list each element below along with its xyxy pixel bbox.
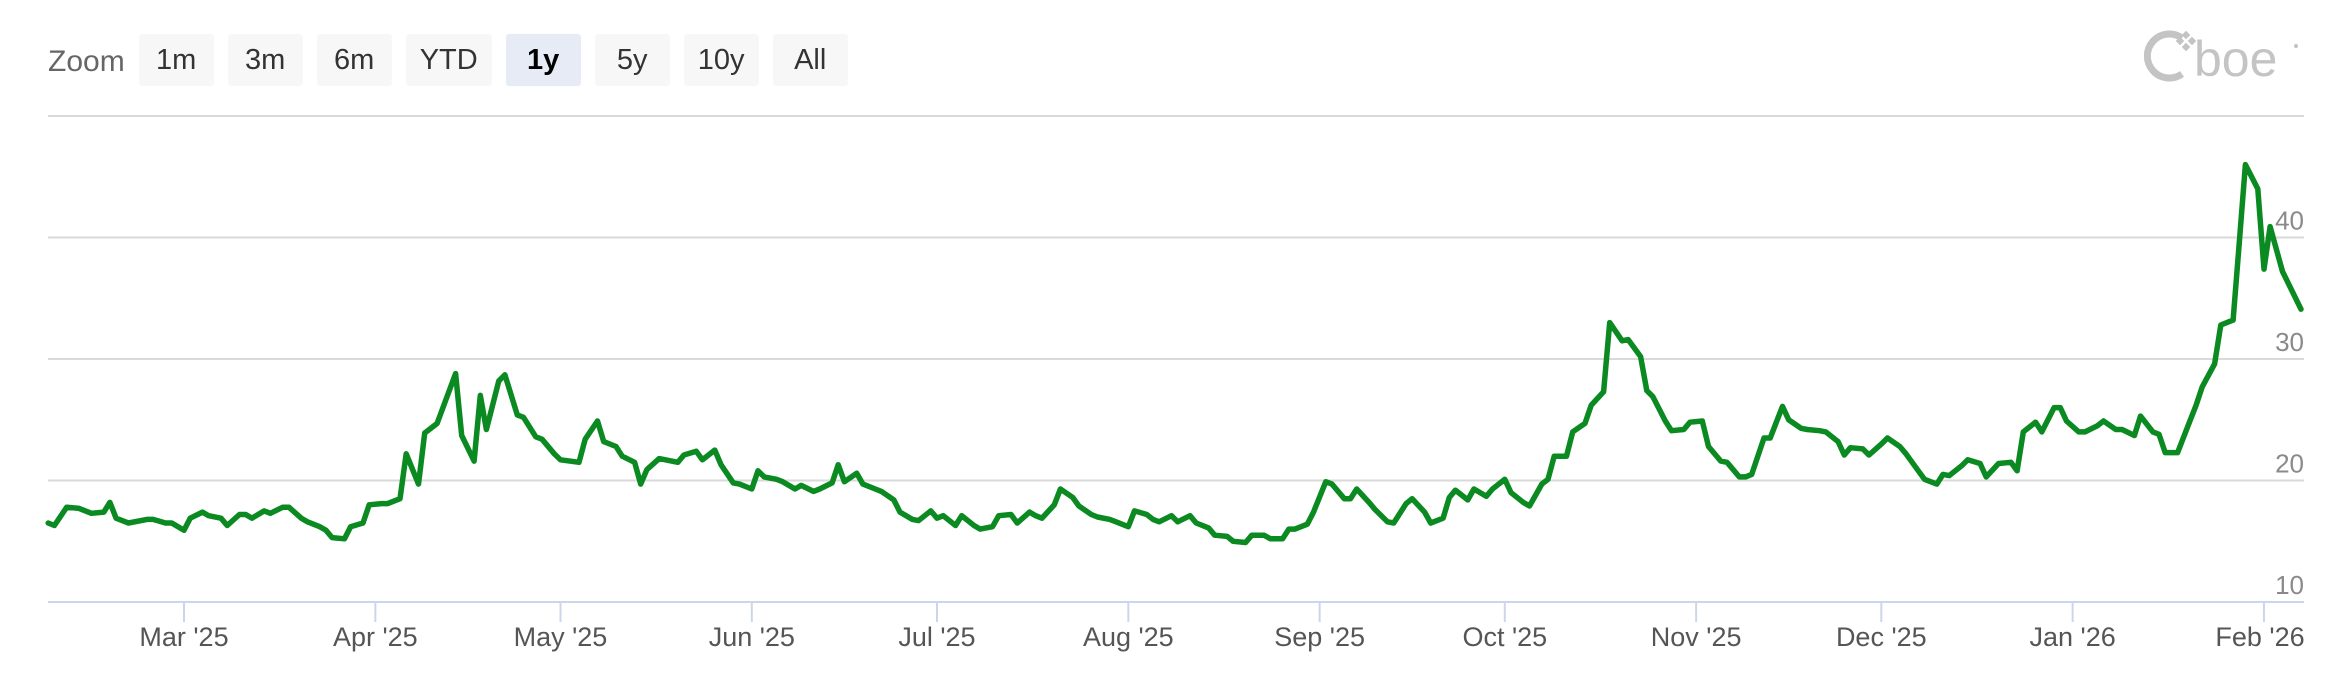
x-axis-label: Jul '25 xyxy=(898,622,975,652)
x-axis-label: Jun '25 xyxy=(709,622,795,652)
logo-text: boe xyxy=(2194,31,2277,84)
y-axis-label: 40 xyxy=(2275,206,2304,236)
y-axis-labels: 10 20 30 40 xyxy=(2275,206,2304,601)
x-axis: Mar '25 Apr '25 May '25 Jun '25 Jul '25 Aug '… xyxy=(48,601,2305,652)
y-axis-label: 20 xyxy=(2275,449,2304,479)
zoom-10y-button[interactable]: 10y xyxy=(683,34,759,86)
x-axis-label: Apr '25 xyxy=(333,622,418,652)
zoom-ytd-button[interactable]: YTD xyxy=(405,34,492,86)
x-axis-label: Aug '25 xyxy=(1083,622,1174,652)
zoom-3m-button[interactable]: 3m xyxy=(227,34,303,86)
y-axis-label: 30 xyxy=(2275,327,2304,357)
zoom-label: Zoom xyxy=(48,45,125,78)
x-axis-label: Jan '26 xyxy=(2030,622,2116,652)
zoom-5y-button[interactable]: 5y xyxy=(594,34,670,86)
x-axis-label: Mar '25 xyxy=(139,622,228,652)
cboe-logo-icon: boe xyxy=(2143,30,2298,84)
x-axis-label: Dec '25 xyxy=(1836,622,1927,652)
y-axis-label: 10 xyxy=(2275,570,2304,600)
gridlines xyxy=(48,115,2304,482)
zoom-1y-button[interactable]: 1y xyxy=(505,34,581,86)
x-axis-label: Nov '25 xyxy=(1651,622,1742,652)
x-axis-label: Sep '25 xyxy=(1274,622,1365,652)
x-axis-label: May '25 xyxy=(514,622,608,652)
series-line[interactable] xyxy=(45,161,2304,546)
zoom-6m-button[interactable]: 6m xyxy=(316,34,392,86)
x-axis-label: Feb '26 xyxy=(2215,622,2304,652)
range-selector: Zoom 1m 3m 6m YTD 1y 5y 10y All xyxy=(48,34,862,86)
x-axis-label: Oct '25 xyxy=(1462,622,1547,652)
zoom-all-button[interactable]: All xyxy=(772,34,848,86)
zoom-1m-button[interactable]: 1m xyxy=(138,34,214,86)
